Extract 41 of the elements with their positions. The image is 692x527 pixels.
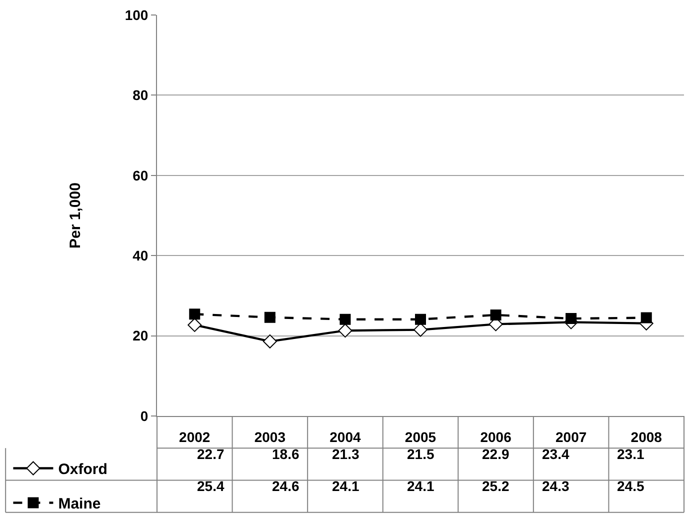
y-tick-label: 100 [124,6,148,23]
y-tick-label: 0 [140,408,148,424]
x-tick-label: 2003 [254,428,286,445]
data-label: 22.9 [482,446,510,462]
data-label: 24.1 [332,478,360,494]
y-axis-title: Per 1,000 [67,182,84,248]
x-tick-label: 2006 [480,428,512,445]
y-tick-label: 40 [132,248,148,264]
data-label: 24.5 [617,478,644,494]
point [264,312,276,323]
point [262,334,277,348]
y-tick-label: 60 [132,167,148,184]
point [415,314,426,325]
legend-label: Oxford [58,461,108,478]
data-label: 23.4 [542,446,570,462]
data-label: 21.3 [332,446,360,462]
data-label: 23.1 [617,446,644,462]
data-label: 22.7 [197,446,224,462]
data-label: 18.6 [272,446,300,462]
data-label: 24.1 [407,478,434,494]
data-label: 25.2 [482,478,510,494]
data-label: 24.6 [272,478,300,494]
x-tick-label: 2002 [179,428,210,445]
data-label: 25.4 [197,478,224,494]
point [338,324,352,338]
x-tick-label: 2004 [330,428,361,445]
point [490,309,502,320]
y-tick-label: 80 [132,87,148,104]
data-label: 21.5 [407,446,434,462]
legend-label: Maine [58,496,101,513]
point [414,322,428,337]
point [188,318,202,332]
point [566,313,577,324]
point [640,312,652,324]
point [340,314,351,325]
y-tick-label: 20 [132,328,148,344]
x-tick-label: 2007 [555,428,587,445]
x-tick-label: 2008 [630,428,662,445]
data-label: 24.3 [542,478,570,494]
x-tick-label: 2005 [404,428,436,445]
point [189,308,200,320]
